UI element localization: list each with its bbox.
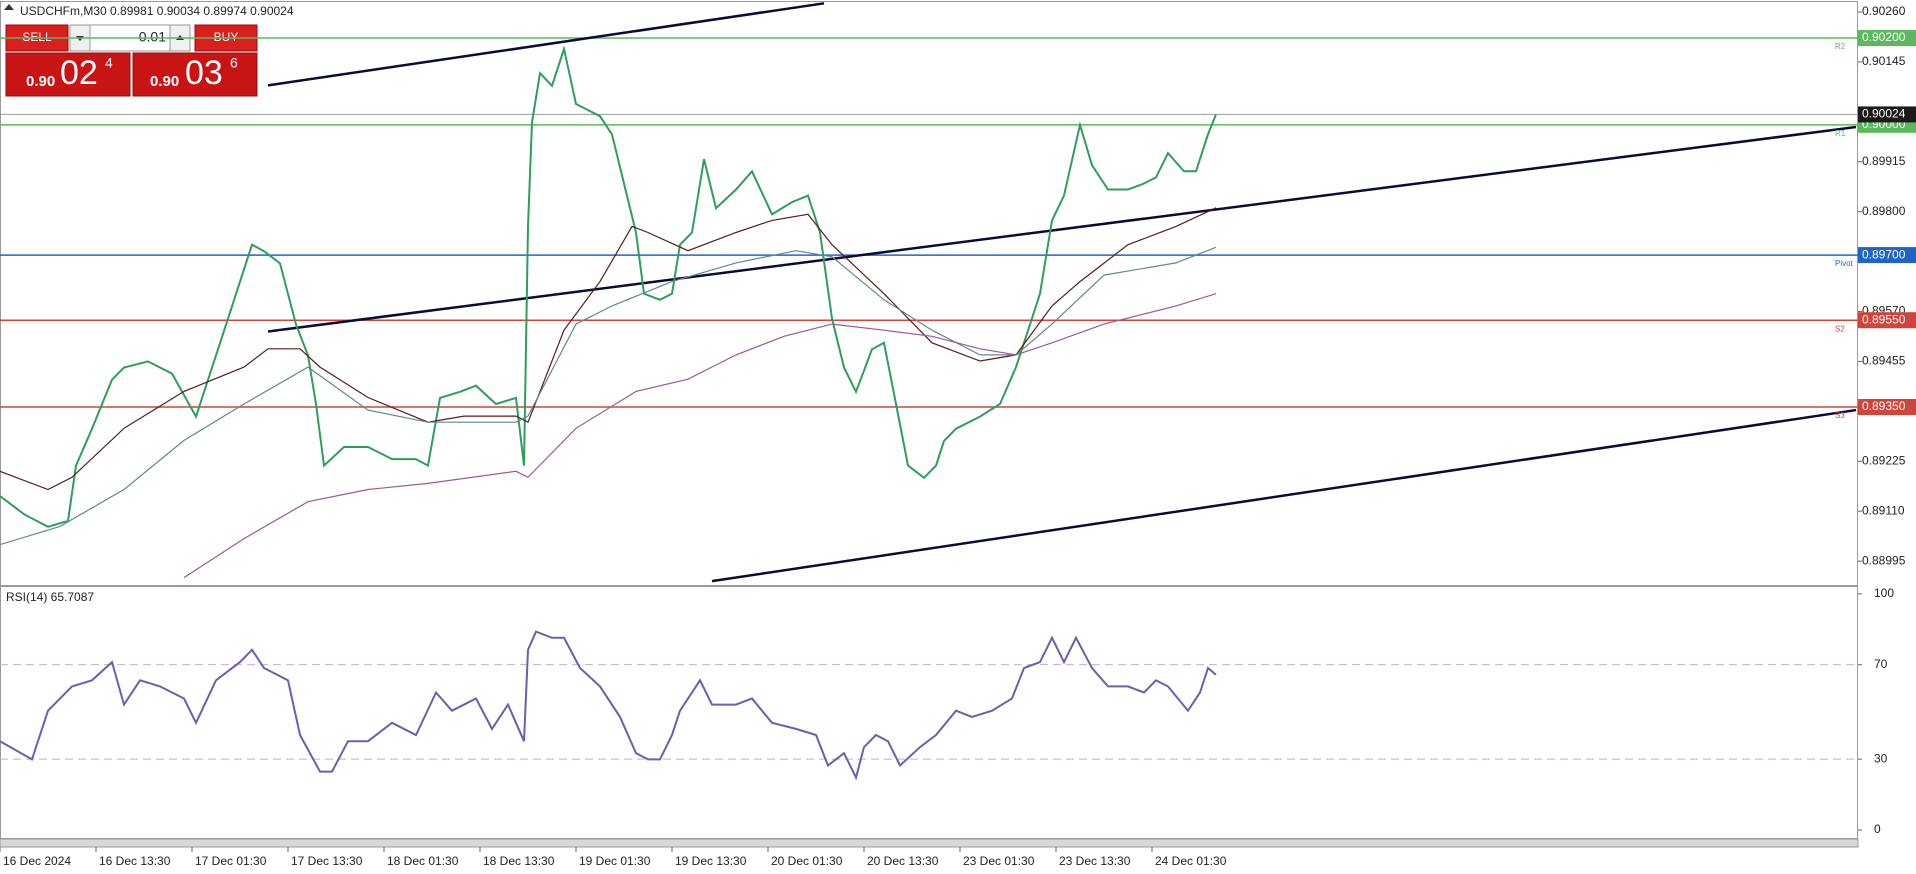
trend-line <box>267 125 1857 333</box>
current-price-label: 0.90024 <box>1862 107 1906 121</box>
bottom-strip <box>0 838 1859 848</box>
y-tick-label: 0.89110 <box>1862 503 1905 517</box>
level-name: R1 <box>1835 129 1846 138</box>
series-line <box>0 45 1217 528</box>
y-tick-label: 0.90145 <box>1862 54 1906 68</box>
ask-box[interactable] <box>132 52 258 97</box>
level-name: Pivot <box>1835 259 1854 268</box>
y-tick-label: 0.89800 <box>1862 204 1906 218</box>
level-price-box <box>1858 399 1916 416</box>
ask-pips: 03 <box>185 54 223 92</box>
y-tick-label: 30 <box>1874 751 1888 765</box>
rsi-title: RSI(14) 65.7087 <box>6 590 94 604</box>
bid-point: 4 <box>105 55 113 71</box>
level-price-label: 0.89550 <box>1862 312 1906 326</box>
x-tick-label: 23 Dec 01:30 <box>963 854 1035 868</box>
symbol-line: USDCHFm,M30 0.89981 0.90034 0.89974 0.90… <box>20 4 294 18</box>
lot-value: 0.01 <box>139 29 166 45</box>
y-tick-label: 100 <box>1874 586 1894 600</box>
x-tick-label: 18 Dec 01:30 <box>387 854 459 868</box>
x-tick-label: 16 Dec 2024 <box>3 854 71 868</box>
level-name: R2 <box>1835 42 1846 51</box>
x-tick-label: 16 Dec 13:30 <box>99 854 171 868</box>
level-price-label: 0.89350 <box>1862 399 1906 413</box>
trend-line <box>267 2 825 87</box>
y-tick-label: 0 <box>1874 822 1881 836</box>
plot-layer <box>0 630 1858 781</box>
y-tick-label: 0.89455 <box>1862 354 1906 368</box>
level-name: S3 <box>1835 411 1845 420</box>
current-price-box <box>1858 106 1916 123</box>
y-tick-label: 0.89225 <box>1862 453 1906 467</box>
level-price-box <box>1858 30 1916 47</box>
ask-big: 0.90 <box>150 73 179 90</box>
collapse-icon[interactable] <box>4 4 14 10</box>
plot-layer <box>0 2 1858 583</box>
buy-label: BUY <box>214 30 239 44</box>
x-tick-label: 24 Dec 01:30 <box>1155 854 1227 868</box>
level-price-box <box>1858 247 1916 264</box>
series-line <box>0 630 1217 781</box>
y-tick-label: 70 <box>1874 657 1888 671</box>
bid-big: 0.90 <box>26 73 55 90</box>
price-panel-border <box>0 1 1858 586</box>
trend-line <box>711 408 1857 583</box>
sell-label: SELL <box>22 30 52 44</box>
x-tick-label: 17 Dec 01:30 <box>195 854 267 868</box>
level-price-box <box>1858 312 1916 329</box>
x-tick-label: 20 Dec 13:30 <box>867 854 939 868</box>
series-line <box>0 207 1217 491</box>
y-tick-label: 0.89915 <box>1862 154 1906 168</box>
y-tick-label: 0.90260 <box>1862 4 1906 18</box>
bid-pips: 02 <box>60 54 98 92</box>
x-tick-label: 19 Dec 13:30 <box>675 854 747 868</box>
bid-box[interactable] <box>5 52 131 97</box>
x-tick-label: 17 Dec 13:30 <box>291 854 363 868</box>
series-line <box>0 246 1217 546</box>
level-price-label: 0.89700 <box>1862 247 1906 261</box>
x-tick-label: 23 Dec 13:30 <box>1059 854 1131 868</box>
ask-point: 6 <box>230 55 238 71</box>
level-name: S2 <box>1835 324 1845 333</box>
x-tick-label: 19 Dec 01:30 <box>579 854 651 868</box>
y-tick-label: 0.88995 <box>1862 553 1906 567</box>
series-line <box>183 293 1217 579</box>
level-price-label: 0.90200 <box>1862 30 1906 44</box>
x-tick-label: 20 Dec 01:30 <box>771 854 843 868</box>
x-tick-label: 18 Dec 13:30 <box>483 854 555 868</box>
